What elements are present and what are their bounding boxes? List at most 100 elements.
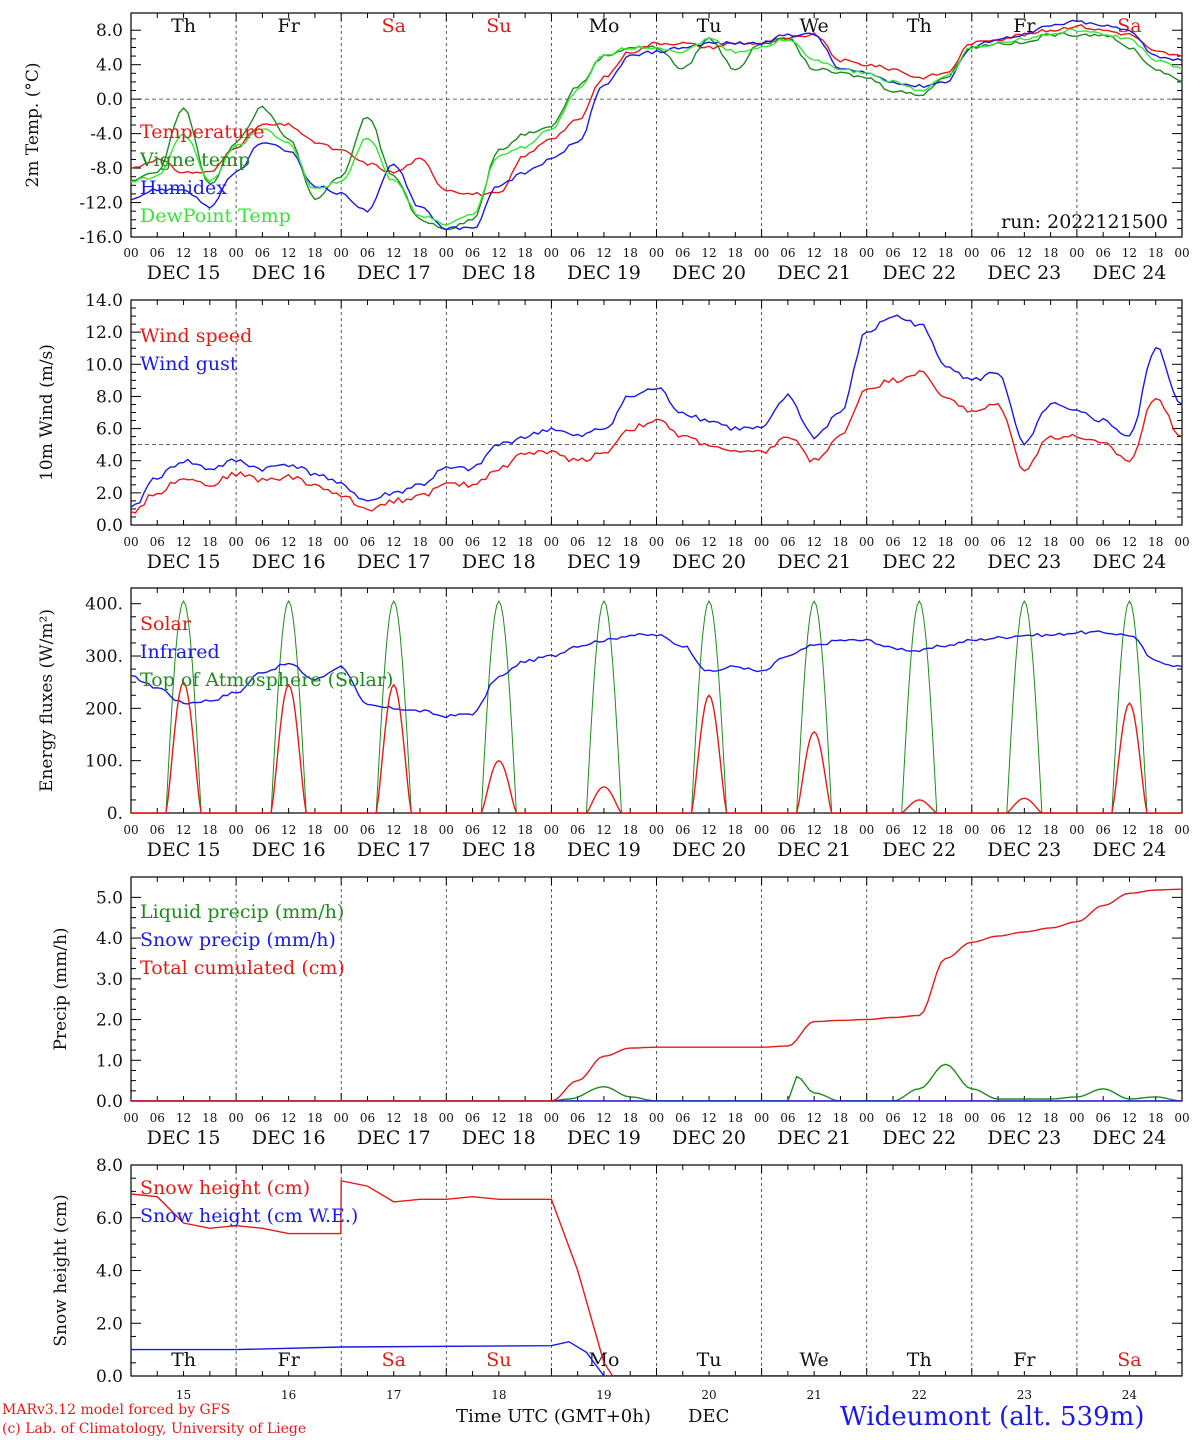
hour-tick-label: 18	[938, 535, 953, 549]
hour-tick-label: 18	[202, 1111, 217, 1125]
hour-tick-label: 18	[728, 246, 743, 260]
date-label: DEC 23	[987, 839, 1061, 861]
y-tick-label: -8.0	[90, 159, 123, 179]
weekday-label: Sa	[1117, 15, 1141, 37]
hour-tick-label: 18	[307, 246, 322, 260]
hour-tick-label: 12	[912, 535, 927, 549]
weekday-label: Th	[171, 15, 196, 37]
hour-tick-label: 06	[990, 246, 1005, 260]
date-label: DEC 22	[882, 839, 956, 861]
y-axis-label: Energy fluxes (W/m²)	[37, 609, 57, 792]
hour-tick-label: 18	[938, 823, 953, 837]
hour-tick-label: 06	[465, 823, 480, 837]
hour-tick-label: 06	[570, 535, 585, 549]
series-group	[131, 600, 1182, 813]
hour-tick-label: 12	[596, 535, 611, 549]
weekday-label: Th	[171, 1349, 196, 1371]
hour-tick-label: 00	[228, 1111, 243, 1125]
legend-entry: Snow precip (mm/h)	[140, 929, 336, 951]
hour-tick-label: 12	[807, 823, 822, 837]
date-label: DEC 16	[252, 262, 326, 284]
hour-tick-label: 00	[123, 535, 138, 549]
hour-tick-label: 00	[1069, 246, 1084, 260]
y-axis-label: 2m Temp. (°C)	[23, 62, 43, 187]
hour-tick-label: 18	[833, 823, 848, 837]
y-tick-label: 400.	[85, 595, 123, 615]
hour-tick-label: 12	[1122, 246, 1137, 260]
y-tick-label: 200.	[85, 699, 123, 719]
hour-tick-label: 12	[491, 246, 506, 260]
date-label: DEC 15	[147, 1127, 221, 1149]
panel-3: 0. 100. 200. 300. 400. Energy fluxes (W/m²) 00…	[37, 587, 1190, 861]
weekday-label: Mo	[588, 15, 619, 37]
y-tick-label: 10.0	[85, 355, 123, 375]
run-label: run: 2022121500	[1001, 211, 1168, 233]
y-tick-label: 100.	[85, 752, 123, 772]
date-label: DEC 16	[252, 839, 326, 861]
hour-tick-label: 18	[412, 823, 427, 837]
series-line-0	[131, 370, 1182, 514]
hour-tick-label: 06	[885, 246, 900, 260]
hour-tick-label: 18	[202, 535, 217, 549]
hour-tick-label: 12	[386, 1111, 401, 1125]
hour-tick-label: 18	[1148, 823, 1163, 837]
y-axis-label: Precip (mm/h)	[51, 927, 71, 1050]
hour-tick-label: 00	[1174, 823, 1189, 837]
hour-tick-label: 06	[990, 535, 1005, 549]
hour-tick-label: 00	[964, 823, 979, 837]
legend-entry: Humidex	[140, 177, 227, 199]
station-name: Wideumont (alt. 539m)	[840, 1402, 1145, 1432]
hour-tick-label: 06	[465, 1111, 480, 1125]
hour-tick-label: 12	[281, 535, 296, 549]
hour-tick-label: 06	[675, 246, 690, 260]
legend-entry: Snow height (cm)	[140, 1177, 310, 1199]
hour-tick-label: 00	[649, 1111, 664, 1125]
hour-tick-label: 18	[412, 535, 427, 549]
weekday-label: Fr	[1013, 15, 1036, 37]
hour-tick-label: 06	[885, 1111, 900, 1125]
hour-tick-label: 06	[885, 823, 900, 837]
date-label: DEC 18	[462, 839, 536, 861]
hour-tick-label: 18	[412, 246, 427, 260]
hour-tick-label: 12	[1122, 823, 1137, 837]
series-line-2	[131, 888, 1182, 1101]
date-label: DEC 21	[777, 839, 851, 861]
hour-tick-label: 18	[623, 1111, 638, 1125]
hour-tick-label: 12	[701, 1111, 716, 1125]
hour-tick-label: 00	[1069, 535, 1084, 549]
date-label: DEC 19	[567, 551, 641, 573]
hour-tick-label: 00	[859, 246, 874, 260]
hour-tick-label: 12	[386, 823, 401, 837]
y-axis-label: Snow height (cm)	[51, 1194, 71, 1346]
date-label: DEC 18	[462, 262, 536, 284]
weekday-label: Tu	[697, 1349, 722, 1371]
hour-tick-label: 12	[701, 246, 716, 260]
hour-tick-label: 00	[754, 535, 769, 549]
y-tick-label: 0.0	[96, 1367, 123, 1387]
weekday-label: We	[800, 15, 829, 37]
hour-tick-label: 00	[439, 1111, 454, 1125]
hour-tick-label: 18	[202, 823, 217, 837]
hour-tick-label: 00	[228, 246, 243, 260]
y-tick-label: 4.0	[96, 56, 123, 76]
date-label: DEC 15	[147, 839, 221, 861]
hour-tick-label: 00	[754, 246, 769, 260]
date-label: DEC 21	[777, 1127, 851, 1149]
hour-tick-label: 18	[728, 535, 743, 549]
hour-tick-label: 06	[780, 1111, 795, 1125]
date-label: DEC 23	[987, 1127, 1061, 1149]
date-label: DEC 24	[1093, 262, 1167, 284]
hour-tick-label: 06	[1096, 535, 1111, 549]
hour-tick-label: 18	[938, 1111, 953, 1125]
hour-tick-label: 00	[964, 246, 979, 260]
date-label: DEC 15	[147, 262, 221, 284]
series-line-1	[131, 32, 1182, 231]
y-tick-label: 1.0	[96, 1051, 123, 1071]
hour-tick-label: 12	[491, 1111, 506, 1125]
x-axis-month: DEC	[688, 1406, 730, 1427]
date-label: DEC 20	[672, 551, 746, 573]
y-tick-label: 0.0	[96, 516, 123, 536]
series-line-1	[131, 1340, 1182, 1376]
hour-tick-label: 18	[623, 535, 638, 549]
y-tick-label: 0.0	[96, 90, 123, 110]
